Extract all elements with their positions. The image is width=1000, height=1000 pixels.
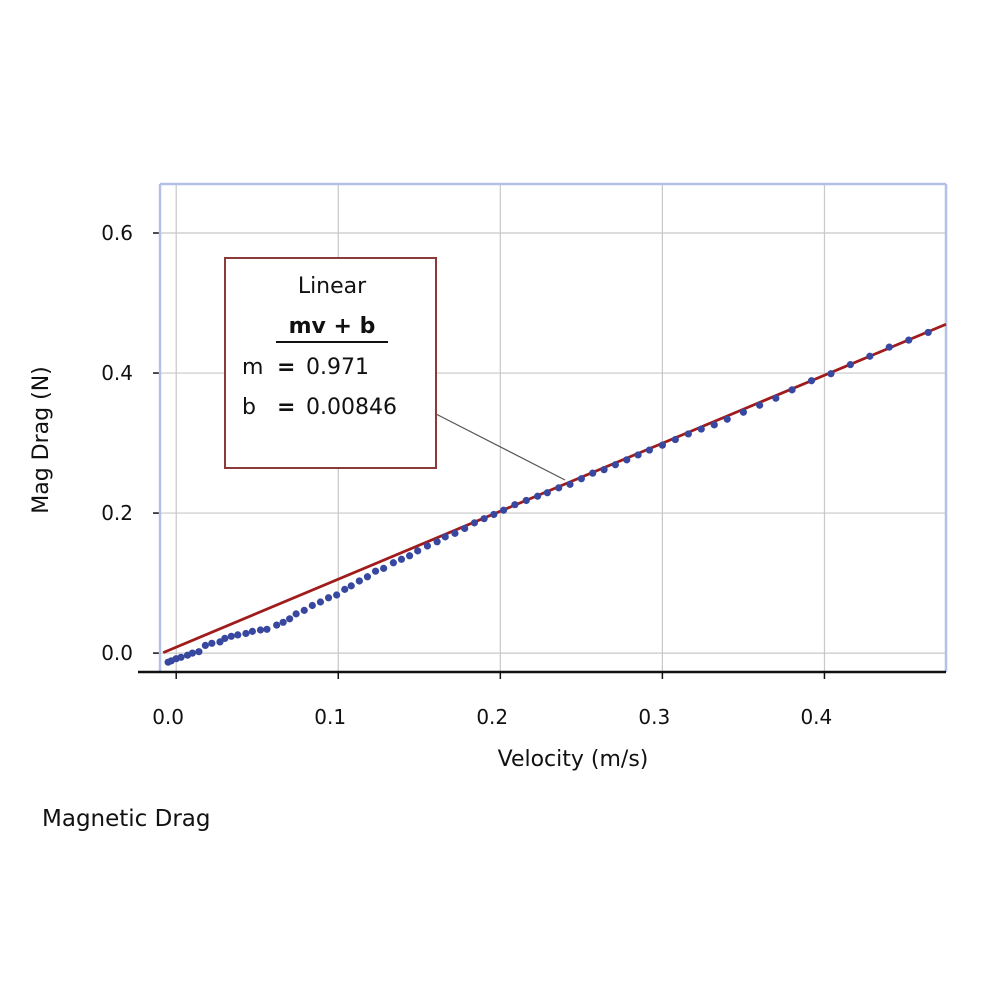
data-point	[201, 641, 209, 649]
data-point	[710, 421, 718, 429]
y-axis-title: Mag Drag (N)	[29, 366, 54, 513]
data-point	[756, 401, 764, 409]
data-point	[499, 506, 508, 514]
fit-name: Linear	[298, 274, 367, 299]
data-point	[451, 529, 459, 537]
data-point	[248, 627, 256, 635]
data-point	[511, 501, 519, 509]
data-point	[380, 564, 388, 572]
data-point	[772, 394, 780, 402]
x-tick-label: 0.1	[314, 705, 346, 729]
fit-line	[162, 322, 947, 654]
fit-b-value: 0.00846	[306, 395, 397, 420]
plot-frame	[138, 182, 948, 674]
data-point	[723, 415, 731, 423]
annotation-frame	[224, 257, 437, 469]
data-point	[208, 639, 216, 647]
tick-labels: 0.0 0.1 0.2 0.3 0.4 0.0 0.2 0.4 0.6	[101, 221, 832, 729]
y-tick-label: 0.6	[101, 221, 133, 245]
data-point	[256, 626, 265, 634]
data-point	[292, 610, 300, 618]
fit-m-equals: =	[277, 355, 295, 380]
fit-b-equals: =	[277, 395, 295, 420]
data-point	[788, 386, 796, 394]
y-tick-label: 0.2	[101, 501, 133, 525]
data-point	[188, 649, 197, 657]
data-point	[634, 451, 642, 459]
data-point	[905, 336, 913, 344]
fit-m-label: m	[242, 355, 263, 380]
data-points	[164, 328, 932, 666]
data-point	[316, 598, 325, 606]
data-point	[807, 377, 816, 385]
data-point	[227, 632, 235, 640]
data-point	[414, 547, 422, 555]
x-tick-label: 0.0	[152, 705, 184, 729]
data-point	[522, 496, 530, 505]
data-point	[221, 634, 229, 642]
data-point	[671, 435, 679, 444]
data-point	[263, 625, 271, 633]
data-point	[433, 538, 441, 546]
data-point	[363, 573, 372, 581]
data-point	[273, 621, 281, 629]
data-point	[658, 441, 666, 449]
data-point	[234, 631, 242, 639]
data-point	[470, 519, 478, 527]
data-point	[846, 361, 854, 369]
y-tick-label: 0.0	[101, 641, 133, 665]
data-point	[423, 542, 432, 550]
data-point	[589, 469, 597, 477]
data-point	[324, 594, 333, 602]
x-tick-label: 0.4	[800, 705, 832, 729]
data-point	[577, 475, 585, 483]
data-point	[397, 555, 406, 563]
fit-equation: mv + b	[289, 314, 376, 339]
fit-annotation-box[interactable]: Linear mv + b m = 0.971 b = 0.00846	[224, 257, 566, 481]
x-tick-label: 0.3	[638, 705, 670, 729]
data-point	[534, 492, 542, 500]
data-point	[347, 582, 355, 590]
data-point	[355, 577, 363, 585]
data-point	[924, 328, 932, 337]
data-point	[371, 567, 380, 575]
data-point	[739, 408, 748, 416]
data-point	[177, 653, 185, 661]
data-point	[405, 552, 414, 560]
data-point	[461, 524, 469, 533]
data-point	[279, 618, 287, 626]
data-point	[389, 559, 397, 567]
x-tick-label: 0.2	[476, 705, 508, 729]
data-point	[645, 446, 654, 454]
data-point	[697, 425, 705, 433]
fit-line-layer	[162, 322, 947, 654]
data-point	[866, 352, 874, 360]
fit-b-label: b	[242, 395, 256, 420]
data-point	[341, 585, 349, 593]
data-point	[195, 648, 203, 656]
data-point	[827, 370, 835, 378]
x-axis-title: Velocity (m/s)	[498, 747, 649, 772]
data-point	[480, 515, 488, 523]
data-point	[300, 606, 308, 614]
fit-m-value: 0.971	[306, 355, 369, 380]
data-point	[611, 461, 619, 469]
data-point	[490, 510, 498, 519]
data-point	[543, 489, 551, 497]
y-tick-label: 0.4	[101, 361, 133, 385]
annotation-leader-line	[435, 413, 566, 481]
data-point	[441, 533, 449, 541]
data-point	[566, 480, 574, 488]
data-point	[242, 629, 250, 638]
data-point	[286, 615, 294, 623]
graph-caption: Magnetic Drag	[42, 806, 211, 832]
data-point	[600, 466, 608, 474]
data-point	[623, 456, 631, 464]
data-point	[308, 601, 316, 610]
data-point	[684, 430, 692, 438]
data-point	[555, 484, 563, 492]
data-point	[885, 343, 893, 351]
data-point	[333, 591, 341, 599]
